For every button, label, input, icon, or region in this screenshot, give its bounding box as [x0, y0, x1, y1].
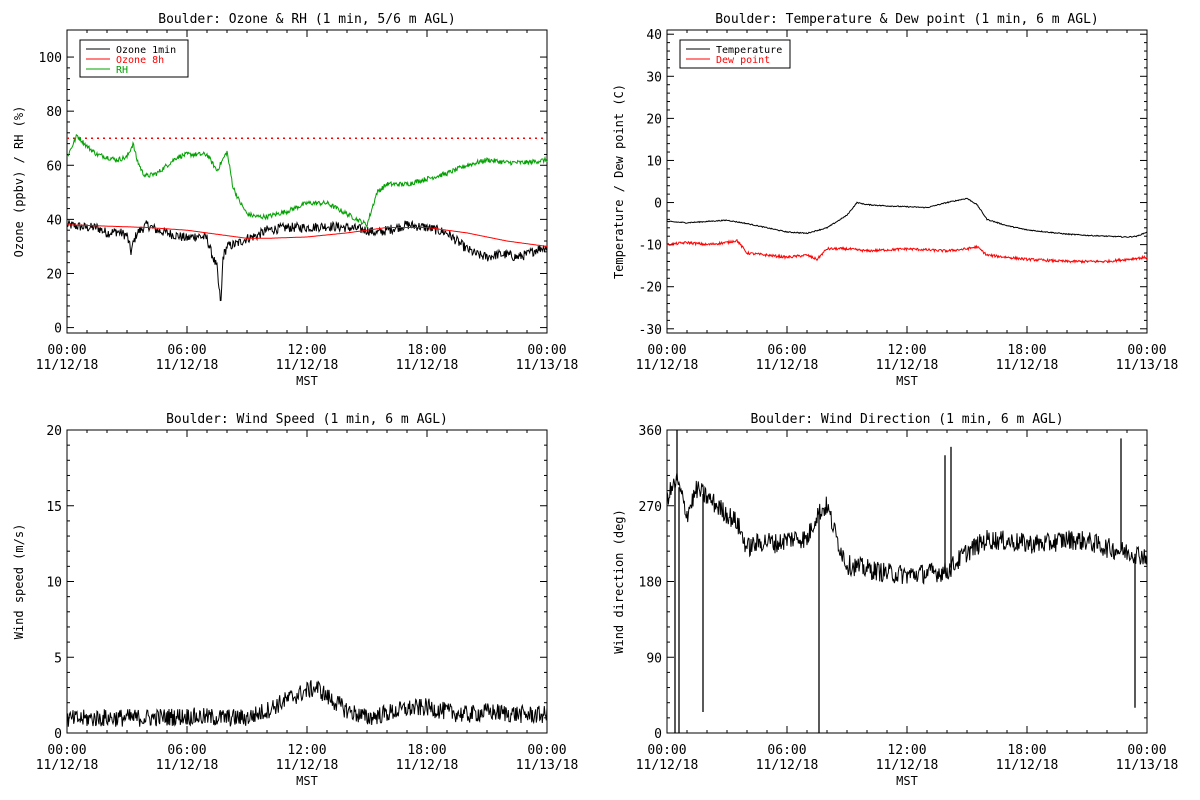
x-axis-label: MST	[296, 374, 318, 388]
x-tick-time-label: 00:00	[47, 343, 86, 358]
x-tick-time-label: 12:00	[887, 743, 926, 758]
x-tick-time-label: 00:00	[47, 743, 86, 758]
panel-title: Boulder: Wind Speed (1 min, 6 m AGL)	[166, 412, 448, 427]
y-tick-label: 40	[46, 213, 62, 228]
x-tick-date-label: 11/12/18	[36, 758, 99, 773]
x-tick-date-label: 11/12/18	[396, 758, 459, 773]
x-tick-time-label: 00:00	[1127, 343, 1166, 358]
y-tick-label: 5	[54, 651, 62, 666]
y-tick-label: 90	[646, 651, 662, 666]
x-tick-time-label: 00:00	[1127, 743, 1166, 758]
y-tick-label: 10	[46, 576, 62, 591]
y-tick-label: 20	[46, 267, 62, 282]
x-tick-date-label: 11/13/18	[516, 758, 579, 773]
series-line-ozone-8h	[67, 224, 548, 247]
panel-title: Boulder: Temperature & Dew point (1 min,…	[715, 12, 1099, 27]
series-line-series-0	[666, 472, 1148, 585]
x-tick-date-label: 11/12/18	[636, 758, 699, 773]
series-line-ozone-1min	[66, 219, 548, 302]
x-tick-date-label: 11/12/18	[876, 358, 939, 373]
ozone-rh-panel: Boulder: Ozone & RH (1 min, 5/6 m AGL) M…	[12, 12, 578, 388]
y-tick-label: 80	[46, 105, 62, 120]
x-tick-time-label: 06:00	[167, 743, 206, 758]
x-tick-date-label: 11/12/18	[396, 358, 459, 373]
x-tick-date-label: 11/12/18	[996, 358, 1059, 373]
x-tick-time-label: 00:00	[647, 743, 686, 758]
legend: Temperature Dew point	[679, 39, 791, 69]
plot-frame	[666, 29, 1148, 334]
y-axis-label: Temperature / Dew point (C)	[612, 84, 626, 279]
x-tick-time-label: 00:00	[527, 743, 566, 758]
x-tick-time-label: 18:00	[1007, 343, 1046, 358]
y-tick-label: 100	[39, 51, 62, 66]
x-tick-time-label: 06:00	[767, 343, 806, 358]
y-tick-label: 15	[46, 500, 62, 515]
x-axis-label: MST	[896, 774, 918, 788]
y-tick-label: 60	[46, 159, 62, 174]
panel-title: Boulder: Ozone & RH (1 min, 5/6 m AGL)	[158, 12, 455, 27]
legend-label-rh: RH	[116, 65, 128, 76]
y-tick-label: 30	[646, 70, 662, 85]
y-tick-label: -20	[639, 281, 662, 296]
x-tick-time-label: 12:00	[887, 343, 926, 358]
wind-direction-panel: Boulder: Wind Direction (1 min, 6 m AGL)…	[612, 412, 1178, 788]
x-tick-date-label: 11/13/18	[1116, 358, 1179, 373]
y-tick-label: 40	[646, 28, 662, 43]
x-axis-label: MST	[296, 774, 318, 788]
y-axis-label: Ozone (ppbv) / RH (%)	[12, 106, 26, 258]
series-line-dew-point	[666, 238, 1148, 264]
x-tick-date-label: 11/12/18	[276, 758, 339, 773]
y-tick-label: 20	[46, 424, 62, 439]
x-tick-time-label: 12:00	[287, 743, 326, 758]
temperature-dewpoint-panel: Boulder: Temperature & Dew point (1 min,…	[612, 12, 1178, 388]
x-tick-date-label: 11/12/18	[156, 358, 219, 373]
y-tick-label: 0	[654, 197, 662, 212]
legend: Ozone 1min Ozone 8h RH	[79, 39, 189, 78]
x-tick-time-label: 00:00	[647, 343, 686, 358]
y-axis-label: Wind speed (m/s)	[12, 524, 26, 640]
x-tick-date-label: 11/12/18	[156, 758, 219, 773]
x-tick-time-label: 18:00	[407, 743, 446, 758]
series-line-rh	[66, 133, 548, 229]
y-tick-label: 360	[639, 424, 662, 439]
x-tick-date-label: 11/12/18	[36, 358, 99, 373]
y-axis-label: Wind direction (deg)	[612, 509, 626, 654]
y-tick-label: 20	[646, 112, 662, 127]
y-tick-label: 10	[646, 154, 662, 169]
series-line-temperature	[666, 197, 1148, 238]
wind-speed-panel: Boulder: Wind Speed (1 min, 6 m AGL) MST…	[12, 412, 578, 788]
legend-label-ozone-1min: Ozone 1min	[116, 45, 176, 56]
legend-box	[679, 39, 791, 69]
x-tick-date-label: 11/12/18	[756, 758, 819, 773]
x-tick-date-label: 11/12/18	[276, 358, 339, 373]
x-tick-date-label: 11/12/18	[636, 358, 699, 373]
legend-label-ozone-8h: Ozone 8h	[116, 55, 164, 66]
x-tick-date-label: 11/13/18	[1116, 758, 1179, 773]
y-tick-label: 270	[639, 500, 662, 515]
legend-label-dew-point: Dew point	[716, 55, 770, 66]
x-tick-time-label: 06:00	[767, 743, 806, 758]
y-tick-label: -10	[639, 239, 662, 254]
x-tick-date-label: 11/13/18	[516, 358, 579, 373]
x-tick-time-label: 00:00	[527, 343, 566, 358]
x-tick-time-label: 06:00	[167, 343, 206, 358]
x-tick-time-label: 18:00	[407, 343, 446, 358]
x-tick-date-label: 11/12/18	[996, 758, 1059, 773]
panel-title: Boulder: Wind Direction (1 min, 6 m AGL)	[750, 412, 1063, 427]
x-tick-date-label: 11/12/18	[756, 358, 819, 373]
x-tick-time-label: 18:00	[1007, 743, 1046, 758]
y-tick-label: 0	[54, 727, 62, 742]
legend-label-temperature: Temperature	[716, 45, 782, 56]
x-axis-label: MST	[896, 374, 918, 388]
x-tick-time-label: 12:00	[287, 343, 326, 358]
y-tick-label: -30	[639, 323, 662, 338]
x-tick-date-label: 11/12/18	[876, 758, 939, 773]
y-tick-label: 0	[54, 322, 62, 337]
y-tick-label: 0	[654, 727, 662, 742]
series-line-series-0	[66, 680, 548, 727]
y-tick-label: 180	[639, 576, 662, 591]
